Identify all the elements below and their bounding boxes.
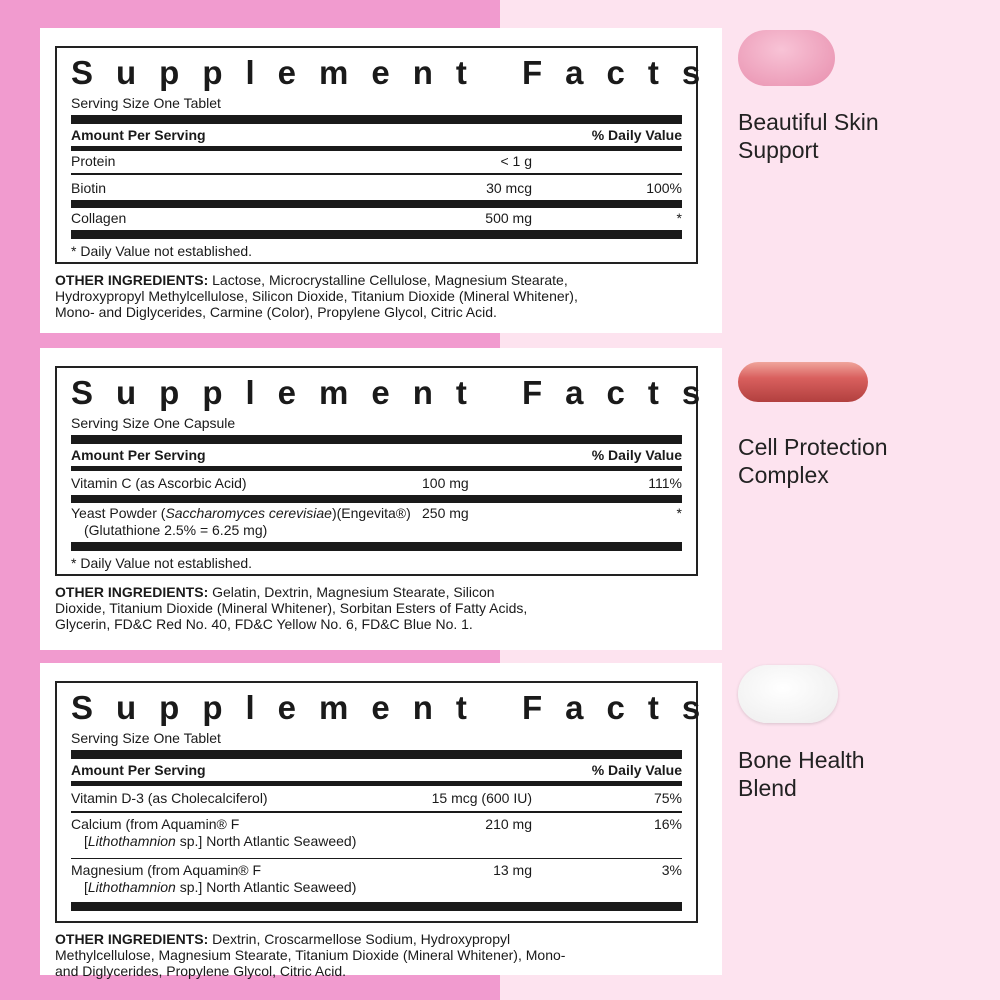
dv-header: % Daily Value [591, 762, 682, 778]
footnote: * Daily Value not established. [71, 555, 253, 571]
serving-size: Serving Size One Capsule [71, 415, 236, 431]
nutrient-name: Magnesium (from Aquamin® F [Lithothamnion… [71, 862, 357, 895]
ingredients-text: Gelatin, Dextrin, Magnesium Stearate, Si… [55, 584, 528, 632]
supplement-facts-panel-1: Supplement Facts Serving Size One Tablet… [40, 28, 722, 333]
product-name-1: Beautiful Skin Support [738, 109, 879, 163]
ingredients-label: OTHER INGREDIENTS: [55, 931, 209, 947]
nutrient-row: Vitamin D-3 (as Cholecalciferol) 15 mcg (… [71, 788, 682, 808]
nutrient-amount: 13 mg [493, 862, 532, 878]
nutrient-dv: 16% [653, 815, 682, 832]
red-capsule-icon [738, 362, 868, 402]
nutrient-name: Protein [71, 153, 116, 169]
nutrient-name: Vitamin C (as Ascorbic Acid) [71, 475, 247, 491]
product-name-2: Cell Protection Complex [738, 434, 888, 488]
nutrient-dv [532, 153, 682, 170]
nutrient-amount: 250 mg [422, 505, 469, 521]
nutrient-row: Magnesium (from Aquamin® F [Lithothamnion… [71, 862, 682, 896]
nutrient-amount: 15 mcg (600 IU) [431, 790, 532, 806]
nutrient-name: Vitamin D-3 (as Cholecalciferol) [71, 790, 268, 806]
nutrient-name: Biotin [71, 179, 107, 196]
pink-tablet-icon [738, 30, 835, 86]
nutrient-dv: * [676, 505, 682, 521]
serving-size: Serving Size One Tablet [71, 95, 221, 111]
nutrient-amount: 210 mg [485, 815, 532, 832]
nutrient-dv: * [676, 209, 682, 226]
product-name-3: Bone Health Blend [738, 747, 865, 801]
nutrient-amount: 500 mg [485, 209, 532, 226]
nutrient-row: Calcium (from Aquamin® F [Lithothamnion s… [71, 816, 682, 850]
other-ingredients: OTHER INGREDIENTS: Dextrin, Croscarmello… [55, 931, 575, 979]
ingredients-text: Dextrin, Croscarmellose Sodium, Hydroxyp… [55, 931, 566, 979]
nutrient-row: Collagen 500 mg * [71, 210, 682, 227]
serving-size: Serving Size One Tablet [71, 730, 221, 746]
nutrient-row: Yeast Powder (Saccharomyces cerevisiae)(… [71, 505, 682, 539]
nutrient-dv: 3% [661, 862, 682, 878]
nutrient-name: Yeast Powder (Saccharomyces cerevisiae)(… [71, 505, 411, 538]
nutrient-name: Collagen [71, 209, 127, 226]
nutrient-amount: 100 mg [422, 475, 469, 491]
amount-header: Amount Per Serving [71, 447, 206, 463]
other-ingredients: OTHER INGREDIENTS: Lactose, Microcrystal… [55, 272, 615, 320]
facts-box: Supplement Facts Serving Size One Tablet… [55, 681, 724, 923]
ingredients-label: OTHER INGREDIENTS: [55, 271, 209, 288]
supplement-facts-panel-2: Supplement Facts Serving Size One Capsul… [40, 348, 722, 650]
nutrient-dv: 75% [653, 790, 682, 806]
ingredients-label: OTHER INGREDIENTS: [55, 584, 209, 600]
nutrient-amount: 30 mcg [486, 179, 532, 196]
ingredients-text: Lactose, Microcrystalline Cellulose, Mag… [55, 271, 578, 320]
facts-box: Supplement Facts Serving Size One Capsul… [55, 366, 724, 576]
facts-title: Supplement Facts [71, 374, 724, 411]
nutrient-amount: < 1 g [500, 153, 532, 169]
amount-header: Amount Per Serving [71, 127, 206, 143]
nutrient-row: Vitamin C (as Ascorbic Acid) 100 mg 111% [71, 473, 682, 493]
white-tablet-icon [738, 665, 838, 723]
facts-box: Supplement Facts Serving Size One Tablet… [55, 46, 724, 264]
nutrient-row: Protein < 1 g [71, 153, 682, 170]
nutrient-dv: 100% [646, 179, 682, 196]
nutrient-name: Calcium (from Aquamin® F [Lithothamnion s… [71, 815, 357, 849]
footnote: * Daily Value not established. [71, 242, 253, 259]
supplement-facts-panel-3: Supplement Facts Serving Size One Tablet… [40, 663, 724, 979]
amount-header: Amount Per Serving [71, 762, 206, 778]
other-ingredients: OTHER INGREDIENTS: Gelatin, Dextrin, Mag… [55, 584, 535, 632]
nutrient-row: Biotin 30 mcg 100% [71, 178, 682, 198]
dv-header: % Daily Value [591, 127, 682, 143]
nutrient-dv: 111% [648, 475, 682, 491]
facts-title: Supplement Facts [71, 689, 724, 726]
facts-title: Supplement Facts [71, 54, 724, 91]
dv-header: % Daily Value [591, 447, 682, 463]
